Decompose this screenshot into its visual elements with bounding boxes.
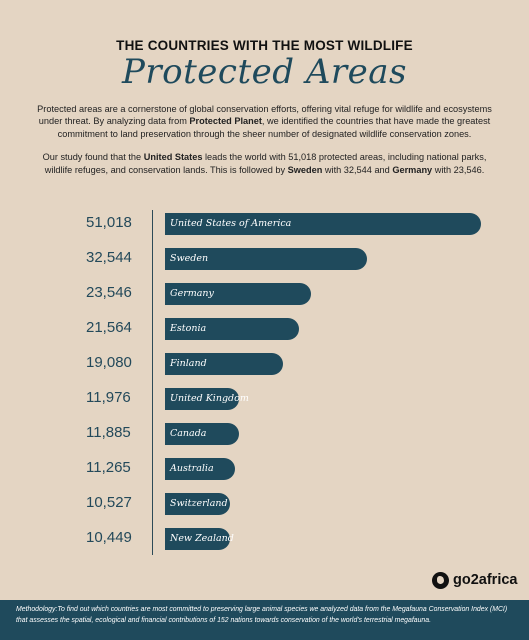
bar: Estonia [165, 318, 299, 340]
bar-row: 11,265 Australia [0, 453, 529, 488]
bar-value-label: 10,527 [86, 494, 132, 511]
go2africa-logo-icon [432, 571, 449, 589]
bar-category-label: New Zealand [170, 533, 234, 544]
bar-category-label: Germany [170, 288, 214, 299]
bar: United Kingdom [165, 388, 249, 410]
bar-row: 32,544 Sweden [0, 243, 529, 278]
brand-logo: go2africa [432, 570, 517, 590]
bar-row: 23,546 Germany [0, 278, 529, 313]
intro-text: Protected areas are a cornerstone of glo… [30, 103, 499, 187]
bar-value-label: 11,265 [86, 459, 131, 476]
bar: Finland [165, 353, 283, 375]
bar: United States of America [165, 213, 481, 235]
bar-value-label: 23,546 [86, 284, 132, 301]
bar-row: 10,527 Switzerland [0, 488, 529, 523]
bar-value-label: 10,449 [86, 529, 132, 546]
intro-text-span: leads the world with 51,018 protected ar… [44, 152, 487, 175]
bar-category-label: Sweden [170, 253, 209, 264]
bar-value-label: 11,885 [86, 424, 131, 441]
bar-row: 10,449 New Zealand [0, 523, 529, 558]
methodology-text: Methodology:To find out which countries … [16, 606, 508, 624]
methodology-footer: Methodology:To find out which countries … [0, 600, 529, 640]
bar: Australia [165, 458, 235, 480]
bar: Switzerland [165, 493, 230, 515]
bar-value-label: 21,564 [86, 319, 132, 336]
bar-category-label: Finland [170, 358, 207, 369]
bar-category-label: Estonia [170, 323, 207, 334]
page-kicker: THE COUNTRIES WITH THE MOST WILDLIFE [116, 38, 413, 53]
bar: New Zealand [165, 528, 234, 550]
intro-source-highlight: Protected Planet [189, 116, 262, 127]
bar-value-label: 32,544 [86, 249, 132, 266]
intro-country-highlight: United States [143, 152, 203, 163]
bar-row: 51,018 United States of America [0, 208, 529, 243]
bar-value-label: 19,080 [86, 354, 132, 371]
bar: Sweden [165, 248, 367, 270]
intro-text-span: with 32,544 and [322, 164, 393, 175]
intro-text-span: Protected areas are a cornerstone of glo… [37, 104, 492, 127]
bar-row: 19,080 Finland [0, 348, 529, 383]
bar-row: 11,976 United Kingdom [0, 383, 529, 418]
page-title: Protected Areas [122, 52, 407, 92]
bar-chart: 51,018 United States of America 32,544 Swed… [0, 200, 529, 560]
intro-country-highlight: Sweden [287, 164, 323, 175]
intro-text-span: , we identified the countries that have … [57, 116, 491, 139]
bar-category-label: United Kingdom [170, 393, 249, 404]
bar-category-label: Australia [170, 463, 214, 474]
intro-text-span: with 23,546. [432, 164, 485, 175]
bar-value-label: 51,018 [86, 214, 132, 231]
brand-name: go2africa [453, 572, 518, 588]
intro-text-span: Our study found that the [42, 152, 144, 163]
bar-category-label: Switzerland [170, 498, 228, 509]
intro-paragraph-1: Protected areas are a cornerstone of glo… [30, 103, 499, 140]
intro-country-highlight: Germany [392, 164, 433, 175]
bar: Canada [165, 423, 239, 445]
bar-category-label: United States of America [170, 218, 292, 229]
bar-value-label: 11,976 [86, 389, 131, 406]
bar-row: 11,885 Canada [0, 418, 529, 453]
bar: Germany [165, 283, 311, 305]
chart-axis-line [152, 210, 153, 555]
intro-paragraph-2: Our study found that the United States l… [30, 151, 499, 176]
bar-category-label: Canada [170, 428, 207, 439]
bar-row: 21,564 Estonia [0, 313, 529, 348]
